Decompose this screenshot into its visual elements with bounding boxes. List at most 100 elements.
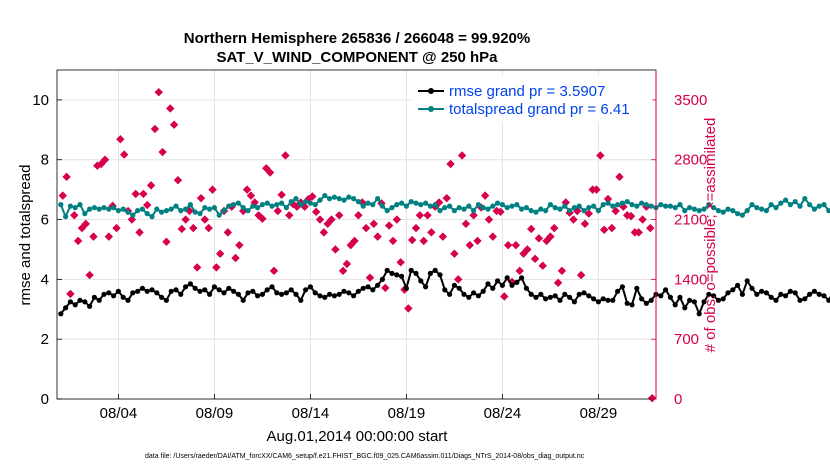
obs-marker-136	[580, 219, 590, 229]
obs-marker-68	[319, 228, 329, 237]
totalspread-point-140	[730, 208, 736, 214]
totalspread-point-139	[725, 206, 731, 212]
totalspread-point-32	[211, 205, 217, 211]
obs-marker-38	[204, 223, 213, 233]
totalspread-point-83	[456, 205, 462, 211]
totalspread-point-25	[178, 208, 184, 214]
totalspread-point-101	[543, 208, 549, 214]
rmse-point-66	[375, 282, 381, 288]
y-tick-label-4: 8	[41, 152, 49, 169]
totalspread-point-10	[106, 206, 112, 212]
obs-marker-135	[576, 270, 586, 280]
obs-marker-103	[454, 275, 463, 284]
obs-marker-130	[557, 266, 567, 276]
obs-marker-39	[208, 185, 217, 194]
rmse-point-42	[259, 291, 265, 297]
totalspread-point-85	[466, 203, 472, 209]
totalspread-point-29	[197, 211, 203, 217]
totalspread-point-14	[125, 209, 131, 215]
rmse-point-93	[504, 275, 510, 281]
obs-marker-139	[592, 185, 601, 194]
totalspread-point-16	[135, 208, 141, 214]
obs-marker-1	[62, 172, 71, 182]
totalspread-point-39	[245, 208, 251, 214]
rmse-point-8	[96, 297, 102, 303]
obs-marker-11	[100, 155, 110, 164]
rmse-point-55	[322, 294, 328, 300]
totalspread-point-106	[567, 208, 573, 214]
totalspread-point-158	[816, 203, 822, 209]
obs-marker-91	[407, 235, 417, 245]
y-tick-label-1: 2	[41, 331, 49, 348]
rmse-point-105	[562, 291, 568, 297]
rmse-point-65	[370, 287, 376, 293]
obs-marker-93	[415, 211, 425, 220]
totalspread-point-68	[384, 208, 390, 214]
rmse-point-27	[187, 281, 193, 287]
rmse-point-33	[216, 287, 222, 293]
rmse-point-114	[605, 297, 611, 303]
obs-marker-34	[189, 223, 198, 233]
obs-marker-106	[465, 240, 474, 250]
totalspread-point-8	[96, 206, 102, 212]
obs-marker-31	[177, 224, 186, 234]
rmse-point-133	[696, 311, 702, 317]
rmse-point-28	[192, 285, 198, 291]
obs-marker-32	[181, 215, 190, 224]
totalspread-point-18	[144, 211, 150, 217]
x-axis-label: Aug.01,2014 00:00:00 start	[267, 428, 449, 445]
totalspread-point-92	[499, 202, 505, 208]
obs-marker-48	[242, 185, 252, 194]
totalspread-point-143	[744, 208, 750, 214]
totalspread-point-150	[778, 200, 784, 206]
totalspread-point-69	[389, 205, 395, 211]
rmse-point-32	[211, 284, 217, 290]
x-tick-label-0: 08/04	[100, 405, 138, 422]
obs-marker-145	[615, 172, 624, 182]
rmse-point-109	[581, 290, 587, 296]
obs-marker-137	[584, 209, 594, 218]
rmse-point-107	[571, 299, 578, 305]
totalspread-point-105	[562, 203, 568, 209]
totalspread-point-64	[365, 200, 371, 206]
totalspread-point-59	[341, 197, 347, 203]
obs-marker-140	[596, 151, 605, 160]
chart-title-line-1: Northern Hemisphere 265836 / 266048 = 99…	[184, 30, 530, 47]
totalspread-point-90	[490, 203, 496, 209]
obs-marker-119	[515, 266, 524, 276]
rmse-point-108	[576, 291, 582, 297]
obs-marker-74	[342, 259, 352, 269]
rmse-point-21	[159, 294, 165, 300]
totalspread-point-7	[91, 205, 97, 211]
x-tick-label-3: 08/19	[388, 405, 426, 422]
obs-marker-124	[534, 234, 544, 243]
rmse-point-69	[389, 270, 395, 276]
x-tick-label-1: 08/09	[196, 405, 234, 422]
obs-marker-105	[461, 219, 471, 229]
obs-marker-7	[85, 270, 94, 280]
obs-marker-72	[335, 211, 344, 220]
obs-marker-73	[338, 266, 348, 276]
totalspread-point-126	[663, 203, 669, 209]
obs-marker-22	[143, 200, 152, 210]
obs-marker-131	[561, 198, 570, 207]
rmse-point-99	[533, 294, 539, 300]
rmse-point-17	[139, 285, 145, 291]
rmse-point-158	[816, 291, 822, 297]
totalspread-point-80	[442, 205, 448, 211]
rmse-point-24	[173, 287, 179, 293]
rmse-point-75	[418, 278, 424, 284]
rmse-point-97	[523, 285, 530, 291]
obs-marker-94	[419, 236, 428, 246]
rmse-point-74	[413, 270, 419, 276]
rmse-point-4	[77, 297, 83, 303]
obs-marker-21	[139, 189, 148, 199]
y-axis-ticks: 0 2 4 6 8 10	[32, 92, 62, 408]
rmse-point-22	[163, 297, 169, 303]
rmse-point-63	[360, 285, 366, 291]
obs-marker-118	[511, 240, 521, 250]
totalspread-point-57	[331, 194, 337, 200]
totalspread-point-157	[811, 206, 818, 212]
totalspread-point-19	[149, 214, 155, 220]
